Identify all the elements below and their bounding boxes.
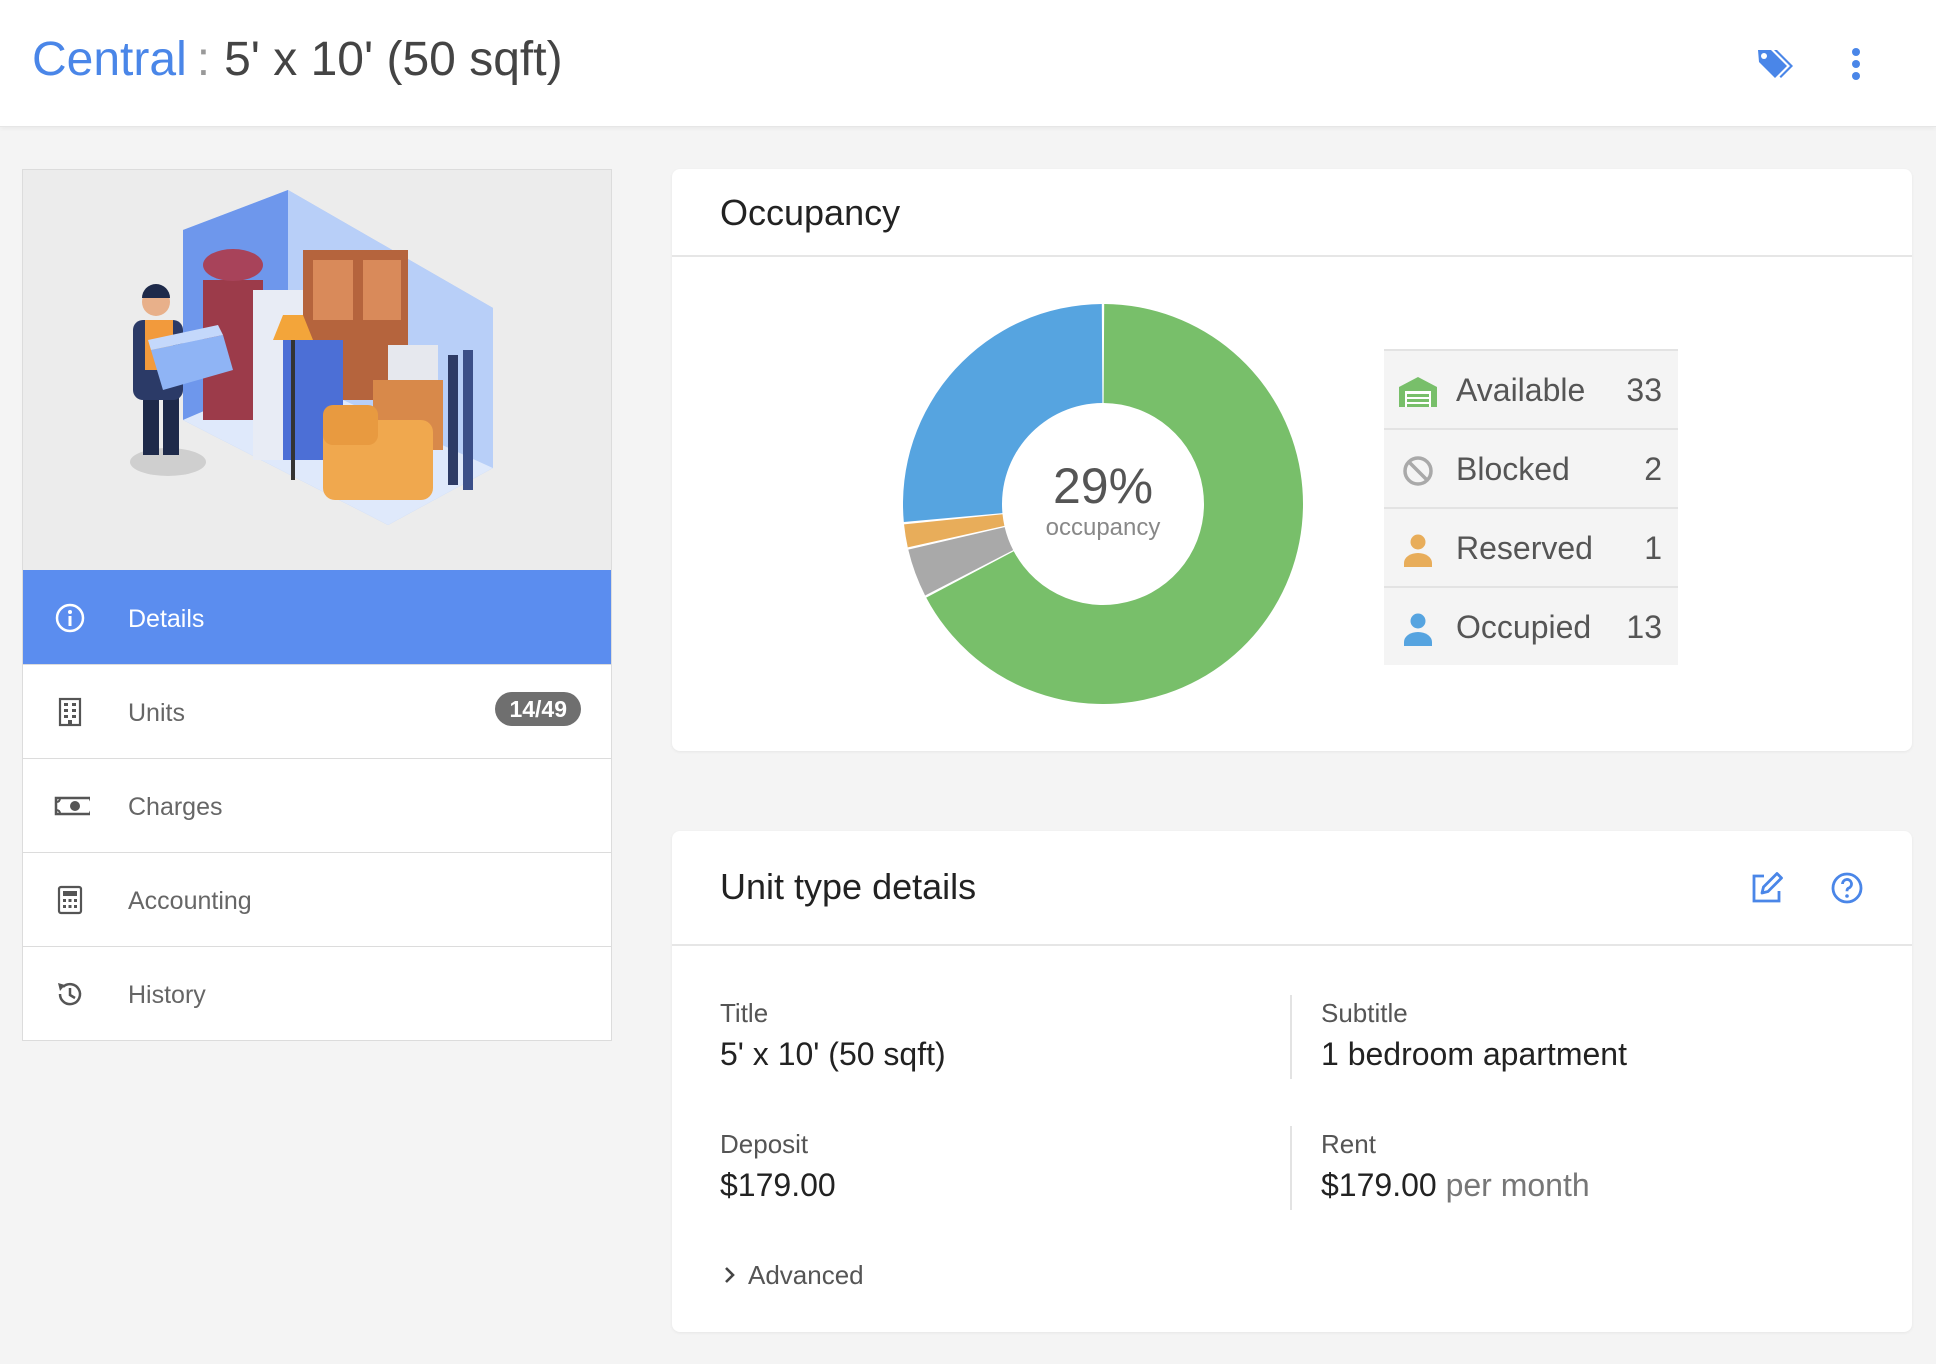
- field-value: 1 bedroom apartment: [1321, 1036, 1627, 1072]
- storage-unit-illustration: [23, 170, 611, 570]
- chevron-right-icon: [725, 1267, 735, 1283]
- occupancy-percent-caption: occupancy: [1045, 514, 1161, 541]
- breadcrumb-current: 5' x 10' (50 sqft): [224, 33, 563, 86]
- legend-row-reserved: Reserved 1: [1384, 507, 1678, 586]
- legend-count: 2: [1644, 451, 1662, 487]
- sidebar: Details Units 14/49 Charges Accounting: [22, 169, 612, 1041]
- sidebar-item-units[interactable]: Units 14/49: [23, 664, 611, 758]
- field-title: Title 5' x 10' (50 sqft): [720, 997, 946, 1075]
- legend-count: 13: [1626, 609, 1662, 645]
- user-icon: [1404, 613, 1432, 646]
- legend-row-blocked: Blocked 2: [1384, 428, 1678, 507]
- field-value: 5' x 10' (50 sqft): [720, 1036, 946, 1072]
- page-title: Central:5' x 10' (50 sqft): [32, 30, 563, 90]
- history-icon: [58, 982, 82, 1006]
- occupancy-card: Occupancy 29% occupancy Available 33: [672, 169, 1912, 751]
- column-divider: [1290, 1126, 1292, 1210]
- legend-label: Reserved: [1456, 530, 1593, 566]
- blocked-icon: [1403, 456, 1433, 486]
- sidebar-item-charges[interactable]: Charges: [23, 758, 611, 852]
- field-deposit: Deposit $179.00: [720, 1128, 836, 1206]
- details-title: Unit type details: [720, 866, 977, 907]
- sidebar-item-label: History: [128, 981, 206, 1009]
- sidebar-item-label: Charges: [128, 793, 223, 821]
- sidebar-item-label: Units: [128, 699, 185, 727]
- legend-label: Blocked: [1456, 451, 1570, 487]
- building-icon: [58, 697, 82, 727]
- sidebar-item-label: Details: [128, 605, 205, 633]
- field-subtitle: Subtitle 1 bedroom apartment: [1321, 997, 1627, 1075]
- sidebar-item-accounting[interactable]: Accounting: [23, 852, 611, 946]
- occupancy-legend: Available 33 Blocked 2 Reserved 1 Occu: [1384, 349, 1678, 665]
- legend-label: Available: [1456, 372, 1586, 408]
- donut-slice-blocked[interactable]: [908, 527, 1014, 596]
- page-header: Central:5' x 10' (50 sqft): [0, 0, 1936, 127]
- field-label: Rent: [1321, 1129, 1376, 1159]
- legend-count: 1: [1644, 530, 1662, 566]
- column-divider: [1290, 995, 1292, 1079]
- breadcrumb-separator: :: [196, 33, 211, 86]
- edit-icon[interactable]: [1750, 871, 1784, 910]
- calculator-icon: [57, 885, 83, 915]
- more-vertical-icon[interactable]: [1846, 44, 1866, 89]
- occupancy-percent: 29%: [1052, 458, 1154, 514]
- donut-slice-available[interactable]: [926, 304, 1303, 704]
- legend-row-occupied: Occupied 13: [1384, 586, 1678, 665]
- help-icon[interactable]: [1830, 871, 1864, 910]
- legend-label: Occupied: [1456, 609, 1592, 645]
- field-label: Title: [720, 998, 769, 1028]
- donut-center: 29% occupancy: [903, 304, 1303, 704]
- field-value: $179.00 per month: [1321, 1164, 1590, 1206]
- breadcrumb-link-central[interactable]: Central: [32, 33, 187, 86]
- advanced-label: Advanced: [748, 1260, 864, 1290]
- user-icon: [1404, 534, 1432, 567]
- rent-period: per month: [1445, 1167, 1590, 1203]
- occupancy-donut-chart: 29% occupancy: [903, 304, 1303, 704]
- occupancy-title: Occupancy: [720, 192, 901, 233]
- field-label: Deposit: [720, 1129, 809, 1159]
- unit-type-details-card: Unit type details Title 5' x 10' (50 sqf…: [672, 831, 1912, 1332]
- rent-amount: $179.00: [1321, 1167, 1437, 1203]
- legend-row-available: Available 33: [1384, 349, 1678, 428]
- details-card-header: Unit type details: [672, 831, 1912, 946]
- money-icon: [54, 796, 90, 816]
- sidebar-item-details[interactable]: Details: [23, 570, 611, 664]
- field-value: $179.00: [720, 1167, 836, 1203]
- donut-slice-occupied[interactable]: [903, 304, 1103, 523]
- sidebar-item-history[interactable]: History: [23, 946, 611, 1040]
- garage-icon: [1399, 377, 1437, 407]
- info-icon: [55, 603, 85, 633]
- tag-icon[interactable]: [1754, 44, 1794, 89]
- legend-count: 33: [1626, 372, 1662, 408]
- advanced-toggle[interactable]: Advanced: [720, 1259, 864, 1291]
- field-label: Subtitle: [1321, 998, 1408, 1028]
- units-count-badge: 14/49: [495, 692, 581, 726]
- donut-slice-reserved[interactable]: [904, 514, 1005, 548]
- field-rent: Rent $179.00 per month: [1321, 1128, 1590, 1206]
- occupancy-card-header: Occupancy: [672, 169, 1912, 257]
- sidebar-item-label: Accounting: [128, 887, 252, 915]
